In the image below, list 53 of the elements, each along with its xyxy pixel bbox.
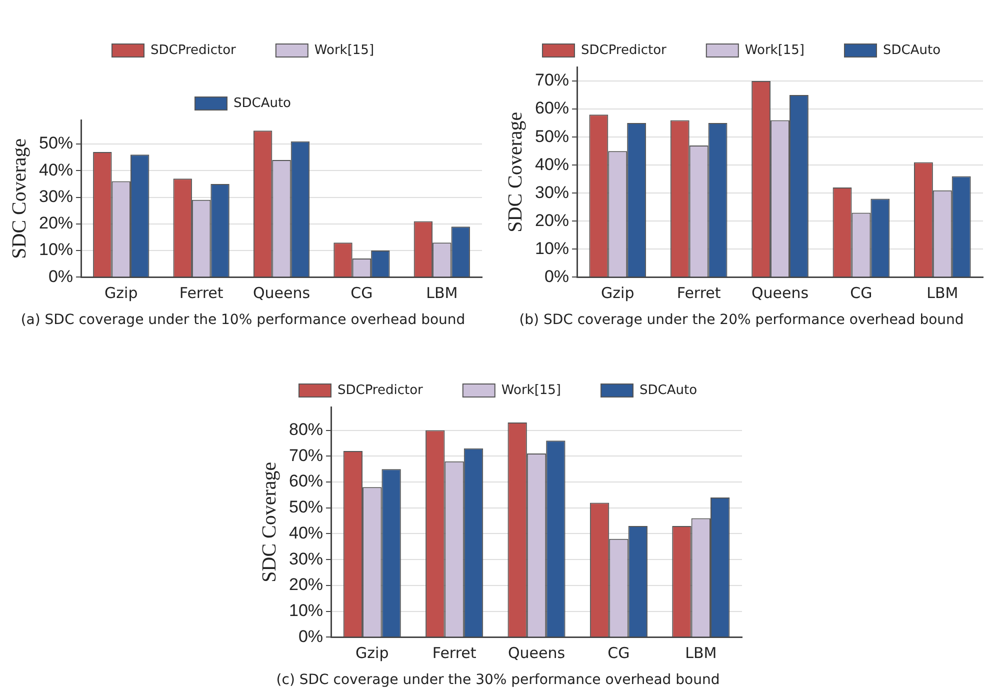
x-tick-label: Ferret [179, 284, 224, 302]
x-tick-label: Gzip [356, 644, 389, 662]
x-tick-label: CG [608, 644, 630, 662]
y-tick-label: 40% [288, 523, 324, 542]
y-tick-label: 50% [38, 134, 74, 153]
text: (b) SDC coverage under the 20% performance overhead bound [519, 312, 964, 328]
x-tick-label: Gzip [601, 284, 634, 302]
legend-label: Work[15] [744, 42, 805, 58]
y-tick-label: 50% [534, 126, 570, 146]
y-tick-label: 70% [534, 70, 570, 90]
legend-label: Work[15] [314, 42, 374, 58]
x-tick-label: Ferret [676, 284, 721, 302]
y-tick-label: 40% [38, 160, 74, 180]
y-tick-label: 0% [48, 266, 74, 286]
legend-label: SDCPredictor [150, 42, 237, 58]
text: (c) SDC coverage under the 30% performance overhead bound [276, 672, 720, 688]
legend-label: SDCPredictor [580, 42, 668, 58]
y-tick-label: 60% [534, 98, 570, 118]
y-tick-label: 50% [288, 498, 324, 517]
legend-label: SDCPredictor [337, 382, 424, 398]
y-tick-label: 20% [288, 575, 324, 594]
y-tick-label: 60% [288, 472, 324, 491]
y-axis-title: SDC Coverage [504, 112, 526, 232]
x-tick-label: LBM [685, 644, 717, 662]
y-tick-label: 10% [534, 238, 570, 258]
y-axis-title: SDC Coverage [258, 462, 280, 582]
y-axis-title: SDC Coverage [8, 138, 30, 259]
x-tick-label: LBM [426, 284, 458, 302]
legend-label: Work[15] [501, 382, 562, 398]
y-tick-label: 0% [298, 626, 324, 646]
y-tick-label: 30% [534, 182, 570, 202]
x-tick-label: Queens [508, 644, 566, 662]
y-tick-label: 20% [534, 210, 570, 230]
x-tick-label: Queens [252, 284, 310, 302]
y-tick-label: 10% [38, 240, 74, 260]
x-tick-label: Ferret [432, 644, 476, 662]
y-tick-label: 40% [534, 154, 570, 174]
y-tick-label: 20% [38, 214, 74, 233]
y-tick-label: 0% [544, 266, 570, 286]
y-tick-label: 80% [288, 420, 324, 439]
y-tick-label: 30% [38, 186, 74, 206]
y-tick-label: 10% [288, 601, 324, 620]
legend-label: SDCAuto [640, 382, 698, 398]
x-tick-label: Gzip [104, 284, 138, 302]
x-tick-label: CG [350, 284, 373, 302]
text: (a) SDC coverage under the 10% performance overhead bound [20, 312, 466, 328]
y-tick-label: 30% [288, 549, 324, 568]
legend-label: SDCAuto [883, 42, 941, 58]
x-tick-label: LBM [926, 284, 958, 302]
x-tick-label: Queens [751, 284, 809, 302]
legend-label: SDCAuto [233, 96, 292, 111]
y-tick-label: 70% [288, 446, 324, 465]
x-tick-label: CG [850, 284, 872, 302]
